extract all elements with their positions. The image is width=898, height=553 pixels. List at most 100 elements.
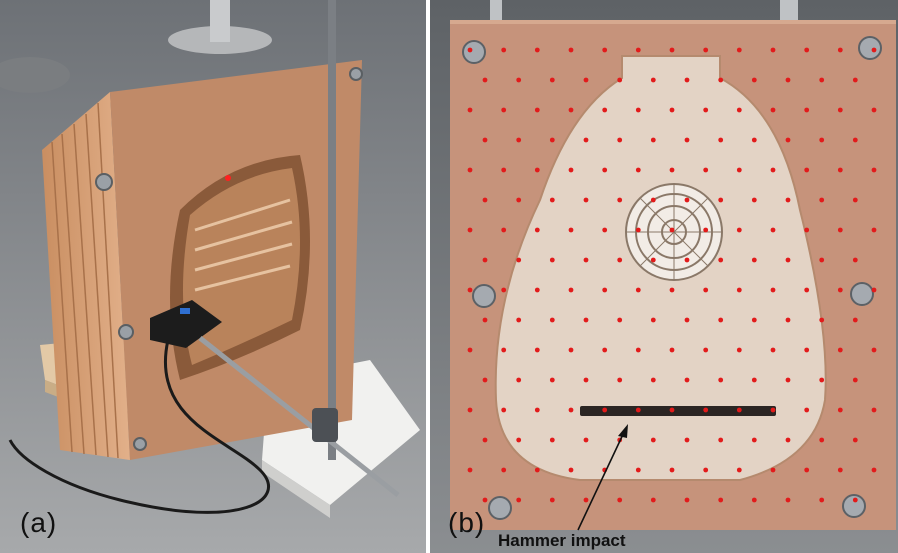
measurement-point [617, 498, 622, 503]
measurement-point [838, 468, 843, 473]
measurement-point [550, 438, 555, 443]
measurement-point [771, 408, 776, 413]
measurement-point [550, 378, 555, 383]
measurement-point [737, 348, 742, 353]
measurement-point [550, 498, 555, 503]
measurement-point [872, 468, 877, 473]
measurement-point [636, 108, 641, 113]
measurement-point [584, 318, 589, 323]
soundboard-measurement-grid [430, 0, 898, 553]
measurement-point [535, 48, 540, 53]
measurement-point [737, 48, 742, 53]
measurement-point [535, 228, 540, 233]
measurement-point [819, 498, 824, 503]
measurement-point [584, 138, 589, 143]
measurement-point [771, 228, 776, 233]
photo-panel-b: (b) Hammer impact [430, 0, 898, 553]
panel-b-label: (b) [448, 507, 485, 539]
measurement-point [819, 258, 824, 263]
measurement-point [501, 48, 506, 53]
measurement-point [752, 438, 757, 443]
measurement-point [786, 378, 791, 383]
measurement-point [483, 438, 488, 443]
measurement-point [516, 258, 521, 263]
measurement-point [483, 138, 488, 143]
measurement-point [501, 168, 506, 173]
measurement-point [670, 408, 675, 413]
measurement-point [584, 378, 589, 383]
measurement-point [752, 198, 757, 203]
measurement-point [670, 48, 675, 53]
measurement-point [786, 198, 791, 203]
measurement-point [651, 438, 656, 443]
measurement-point [602, 108, 607, 113]
measurement-point [703, 48, 708, 53]
measurement-point [468, 108, 473, 113]
measurement-point [569, 168, 574, 173]
measurement-point [651, 138, 656, 143]
measurement-point [483, 258, 488, 263]
measurement-point [819, 78, 824, 83]
measurement-point [535, 408, 540, 413]
measurement-point [804, 288, 809, 293]
measurement-point [737, 228, 742, 233]
measurement-point [535, 468, 540, 473]
measurement-point [569, 288, 574, 293]
measurement-point [636, 48, 641, 53]
measurement-point [804, 108, 809, 113]
measurement-point [819, 438, 824, 443]
measurement-point [872, 408, 877, 413]
measurement-point [468, 228, 473, 233]
measurement-point [853, 198, 858, 203]
measurement-point [838, 348, 843, 353]
measurement-point [872, 108, 877, 113]
measurement-point [516, 78, 521, 83]
measurement-point [819, 378, 824, 383]
measurement-point [872, 168, 877, 173]
measurement-point [786, 498, 791, 503]
measurement-point [838, 168, 843, 173]
measurement-point [872, 348, 877, 353]
measurement-point [584, 198, 589, 203]
measurement-point [535, 288, 540, 293]
measurement-point [670, 168, 675, 173]
measurement-point [617, 318, 622, 323]
measurement-point [670, 228, 675, 233]
measurement-point [636, 468, 641, 473]
measurement-point [804, 48, 809, 53]
measurement-point [737, 168, 742, 173]
measurement-point [718, 258, 723, 263]
measurement-point [636, 168, 641, 173]
measurement-point [602, 288, 607, 293]
measurement-point [569, 408, 574, 413]
measurement-point [483, 78, 488, 83]
measurement-point [670, 468, 675, 473]
measurement-point [636, 348, 641, 353]
measurement-point [569, 48, 574, 53]
measurement-point [651, 78, 656, 83]
measurement-point [651, 498, 656, 503]
measurement-point [786, 318, 791, 323]
measurement-point [516, 318, 521, 323]
measurement-point [752, 318, 757, 323]
measurement-point [703, 108, 708, 113]
measurement-point [685, 138, 690, 143]
measurement-point [737, 288, 742, 293]
hammer-impact-label: Hammer impact [498, 531, 626, 551]
measurement-point [550, 78, 555, 83]
measurement-point [468, 168, 473, 173]
measurement-point [685, 78, 690, 83]
measurement-point [483, 198, 488, 203]
measurement-point [718, 78, 723, 83]
measurement-point [636, 288, 641, 293]
measurement-point [853, 258, 858, 263]
measurement-point [771, 168, 776, 173]
measurement-point [617, 198, 622, 203]
measurement-point [617, 138, 622, 143]
measurement-point [718, 198, 723, 203]
measurement-point [584, 498, 589, 503]
measurement-point [752, 498, 757, 503]
measurement-point [516, 378, 521, 383]
measurement-point [651, 198, 656, 203]
measurement-point [872, 228, 877, 233]
